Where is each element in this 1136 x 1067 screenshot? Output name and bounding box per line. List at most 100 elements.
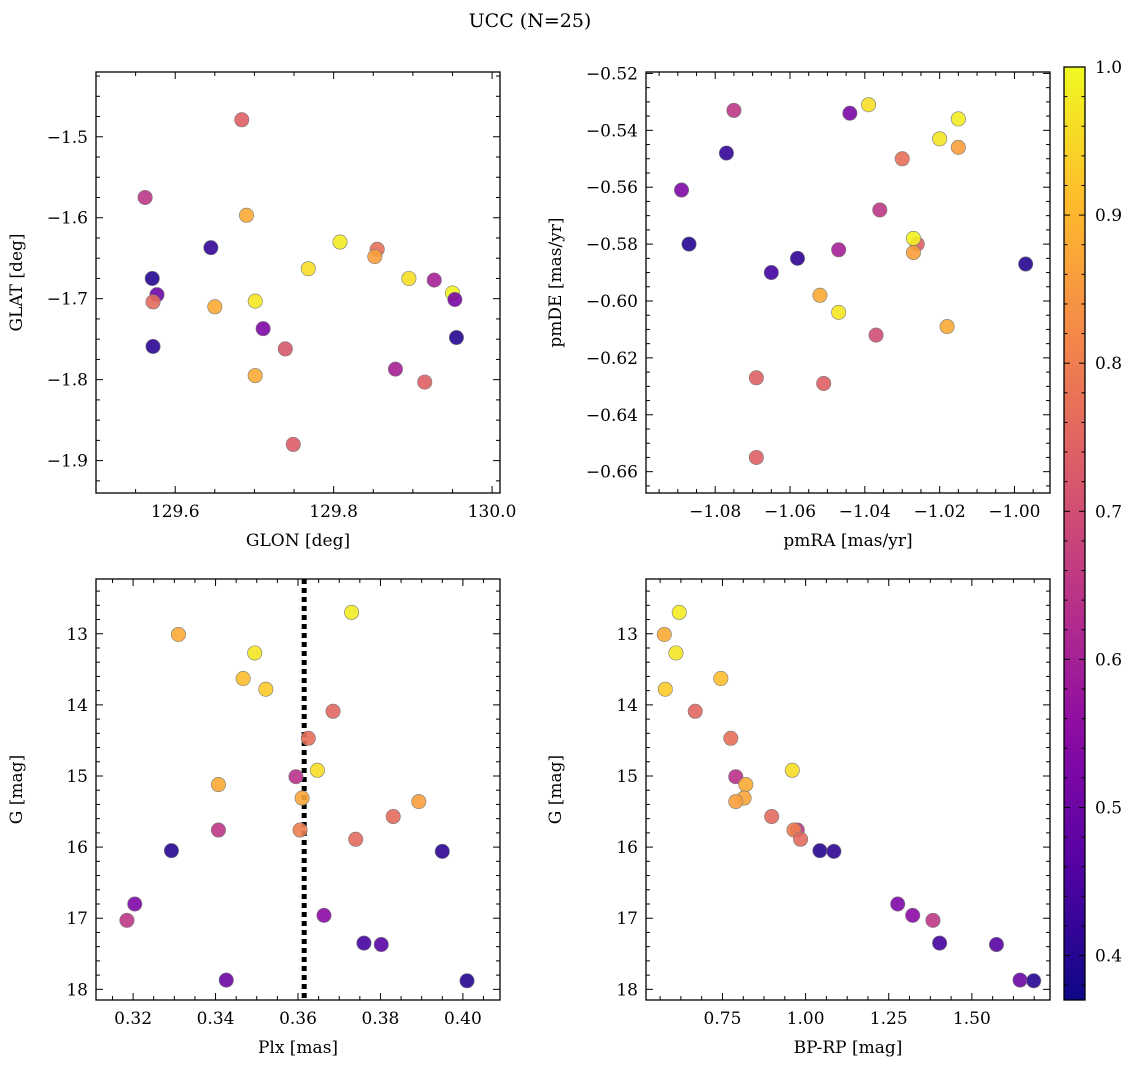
y-tick-label: 14 <box>66 696 88 716</box>
colorbar-gradient <box>1063 66 1086 1001</box>
data-point <box>831 304 847 320</box>
x-tick-label: −1.00 <box>988 502 1040 522</box>
data-point <box>247 293 263 309</box>
x-tick-label: −1.06 <box>764 502 816 522</box>
colorbar-tick-label: 0.7 <box>1095 502 1122 522</box>
data-point <box>434 843 450 859</box>
y-tick-label: −1.8 <box>47 371 88 391</box>
data-point <box>812 843 828 859</box>
data-point <box>127 896 143 912</box>
y-tick-label: −1.6 <box>47 209 88 229</box>
y-tick-label: −0.64 <box>586 406 638 426</box>
x-tick-label: 0.40 <box>444 1009 482 1029</box>
x-tick-label: 129.6 <box>151 502 200 522</box>
data-point <box>145 338 161 354</box>
y-tick-label: −0.58 <box>586 235 638 255</box>
y-tick-label: −1.9 <box>47 452 88 472</box>
y-tick-label: 16 <box>616 838 638 858</box>
x-tick-label: −1.08 <box>689 502 741 522</box>
y-tick-label: −0.54 <box>586 121 638 141</box>
data-point <box>417 374 433 390</box>
data-point <box>448 330 464 346</box>
data-point <box>656 626 672 642</box>
y-tick-label: 15 <box>66 767 88 787</box>
y-tick-label: 13 <box>66 625 88 645</box>
data-point <box>1026 973 1042 989</box>
plot-frame <box>95 71 501 494</box>
data-point <box>793 831 809 847</box>
data-point <box>258 681 274 697</box>
x-tick-label: 0.38 <box>362 1009 400 1029</box>
y-tick-label: 16 <box>66 838 88 858</box>
data-point <box>905 245 921 261</box>
data-point <box>356 935 372 951</box>
data-point <box>235 671 251 687</box>
data-point <box>373 937 389 953</box>
x-tick-label: 0.75 <box>704 1009 742 1029</box>
data-point <box>890 896 906 912</box>
colorbar-tick-label: 1.0 <box>1095 58 1122 78</box>
data-point <box>789 250 805 266</box>
data-point <box>300 730 316 746</box>
y-tick-label: −0.56 <box>586 178 638 198</box>
data-point <box>218 972 234 988</box>
figure-title: UCC (N=25) <box>469 10 592 32</box>
data-point <box>868 327 884 343</box>
x-axis-label: GLON [deg] <box>246 531 350 551</box>
data-point <box>925 912 941 928</box>
y-tick-label: 13 <box>616 625 638 645</box>
data-point <box>674 182 690 198</box>
y-tick-label: 14 <box>616 696 638 716</box>
x-axis-label: BP-RP [mag] <box>794 1038 903 1058</box>
data-point <box>738 777 754 793</box>
data-point <box>411 794 427 810</box>
panel-plx-g: 0.32 0.34 0.36 0.38 0.40 13 14 15 16 17 18 Plx [mas… <box>7 578 501 1058</box>
y-tick-label: 17 <box>66 909 88 929</box>
data-point <box>932 131 948 147</box>
data-point <box>872 202 888 218</box>
data-point <box>784 762 800 778</box>
x-tick-label: 130.0 <box>468 502 517 522</box>
data-point <box>657 681 673 697</box>
y-axis-label: G [mag] <box>546 755 566 824</box>
data-point <box>163 843 179 859</box>
plot-frame <box>645 578 1051 1001</box>
data-point <box>210 777 226 793</box>
data-point <box>668 645 684 661</box>
data-point <box>950 111 966 127</box>
y-axis-label: GLAT [deg] <box>7 233 27 331</box>
data-point <box>681 236 697 252</box>
data-point <box>728 794 744 810</box>
data-point <box>137 189 153 205</box>
data-point <box>203 240 219 256</box>
colorbar-tick-label: 0.8 <box>1095 354 1122 374</box>
data-point <box>325 703 341 719</box>
data-point <box>426 272 442 288</box>
y-tick-label: 18 <box>616 980 638 1000</box>
colorbar-tick-label: 0.6 <box>1095 650 1122 670</box>
data-point <box>300 261 316 277</box>
data-point <box>748 449 764 465</box>
data-point <box>119 912 135 928</box>
data-point <box>1018 256 1034 272</box>
y-tick-label: −0.66 <box>586 463 638 483</box>
data-point <box>718 145 734 161</box>
y-tick-label: −0.62 <box>586 349 638 369</box>
panel-pmra-pmde: −1.08 −1.06 −1.04 −1.02 −1.00 −0.52 −0.54 −0.56… <box>546 64 1051 551</box>
data-point <box>210 822 226 838</box>
data-point <box>401 270 417 286</box>
data-point <box>763 265 779 281</box>
colorbar-tick-label: 0.4 <box>1095 947 1122 967</box>
data-point <box>255 321 271 337</box>
data-point <box>288 769 304 785</box>
x-tick-label: 1.00 <box>787 1009 825 1029</box>
data-point <box>344 604 360 620</box>
y-axis-label: G [mag] <box>7 755 27 824</box>
data-point <box>939 319 955 335</box>
y-tick-label: 17 <box>616 909 638 929</box>
data-point <box>671 604 687 620</box>
data-point <box>812 287 828 303</box>
data-point <box>207 299 223 315</box>
data-point <box>894 151 910 167</box>
